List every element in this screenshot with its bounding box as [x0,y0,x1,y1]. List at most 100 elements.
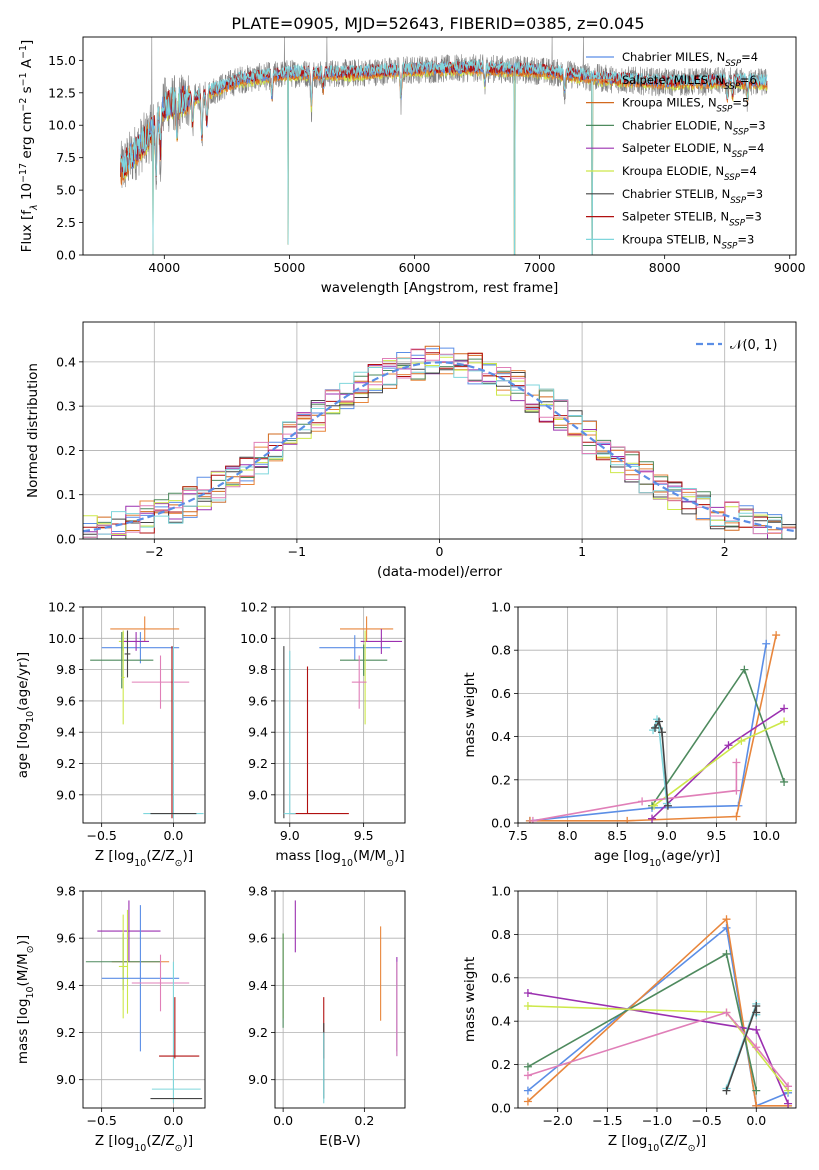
label-part: )] [15,935,31,946]
massweight-marker [523,1086,532,1095]
massweight-marker [523,1002,532,1011]
y-axis-label: mass weight [462,672,478,757]
x-tick-label: −0.5 [86,1113,116,1128]
y-tick-label: 0.8 [491,927,511,942]
legend-label-subscript: SSP [717,105,734,115]
label-part: 10 [19,183,35,204]
legend-label: Salpeter MILES, NSSP=6 [622,73,757,92]
y-tick-label: 0.0 [491,1101,511,1116]
legend-label-subscript: SSP [732,150,749,160]
legend-label: Kroupa STELIB, NSSP=3 [622,232,754,251]
label-superscript: −17 [18,163,29,183]
legend-label-part: =6 [740,73,757,87]
legend-label-part: Kroupa ELODIE, N [622,164,724,178]
massweight-vs-age-panel: 7.5 8.0 8.5 9.0 9.5 10.0 0.0 0.2 0.4 0.6 0.8 1.0 age… [462,600,797,869]
y-tick-label: 0.2 [56,443,76,458]
label-part: Normed distribution [25,363,41,498]
y-tick-label: 9.8 [56,662,76,677]
massweight-marker [722,915,731,924]
massweight-marker [638,797,647,806]
massweight-marker [780,704,789,713]
x-axis-label: E(B-V) [319,1133,361,1149]
x-tick-label: −0.5 [691,1113,721,1128]
x-tick-label: 0.0 [163,828,183,843]
legend-label-part: Chabrier ELODIE, N [622,118,733,132]
massweight-marker [784,1099,793,1108]
massweight-marker [654,717,663,726]
y-tick-label: 0.6 [491,686,511,701]
massweight-marker [722,1086,731,1095]
y-tick-label: 12.5 [48,85,76,100]
label-part: (M/M [15,953,31,986]
x-tick-label: 8.5 [607,828,627,843]
x-axis-label: Z [log10(Z/Z⊙)] [95,1133,193,1154]
x-tick-label: −2.0 [543,1113,573,1128]
massweight-line-kroupa-elodie [527,1005,789,1092]
y-tick-label: 2.5 [56,215,76,230]
legend-label-subscript: SSP [729,219,746,229]
y-tick-label: 9.4 [248,725,268,740]
label-part: E(B-V) [319,1133,361,1149]
x-tick-label: 9.5 [354,828,374,843]
plot-area [85,900,203,1104]
legend-label-part: =3 [745,210,762,224]
y-tick-label: 9.4 [56,978,76,993]
x-tick-label: 1 [578,544,586,559]
plot-area [525,631,789,823]
axes-frame [274,890,406,1109]
label-part: log [320,848,341,864]
label-part: (M/M [353,848,386,864]
y-tick-label: 7.5 [56,150,76,165]
legend-label-part: =3 [746,187,763,201]
legend-label-part: =5 [732,96,749,110]
plot-area [523,915,793,1108]
massweight-marker [752,1008,761,1017]
legend-label-subscript: SSP [724,82,741,92]
age-vs-mass-panel: 9.0 9.5 9.0 9.2 9.4 9.6 9.8 10.0 10.2 mass [log10… [240,600,406,869]
massweight-line-extra-pink [527,1011,789,1087]
label-part: wavelength [Angstrom, rest frame] [321,280,559,296]
legend-label-part: Salpeter STELIB, N [622,210,729,224]
x-axis-label: mass [log10(M/M⊙)] [275,848,404,869]
spectrum-panel: 4000 5000 6000 7000 8000 9000 0.0 2.5 5.0 7.5 10.0… [18,36,806,296]
y-tick-label: 9.4 [248,978,268,993]
legend-label: Kroupa ELODIE, NSSP=4 [622,164,757,183]
y-tick-label: 9.6 [248,931,268,946]
label-superscript: −1 [18,72,29,86]
label-part: (Z/Z [659,1133,687,1149]
y-tick-label: 0.0 [56,532,76,547]
y-tick-label: 10.0 [48,631,76,646]
x-axis-label: Z [log10(Z/Z⊙)] [95,848,193,869]
axes-frame [82,321,797,540]
y-tick-label: 0.0 [56,248,76,263]
massweight-marker [623,816,632,823]
legend-label-part: =4 [747,141,764,155]
y-tick-label: 0.8 [491,643,511,658]
label-subscript: λ [29,204,40,211]
y-tick-label: 0.2 [491,772,511,787]
y-tick-label: 9.6 [56,931,76,946]
massweight-line-chabrier-miles [529,643,767,822]
label-part: Z [ [608,1133,627,1149]
massweight-marker [752,1025,761,1034]
y-tick-label: 0.4 [491,1014,511,1029]
x-tick-label: −1.0 [642,1113,672,1128]
massweight-marker [752,1043,761,1052]
label-part: age [ [594,848,629,864]
massweight-marker [722,1008,731,1017]
x-tick-label: −0.5 [86,828,116,843]
label-superscript: −2 [18,98,29,112]
y-tick-label: 9.0 [248,787,268,802]
y-tick-label: 9.0 [56,1072,76,1087]
x-tick-label: 7.5 [508,828,528,843]
label-part: A [19,58,35,72]
y-tick-label: 1.0 [491,884,511,899]
plot-area [90,616,204,819]
histogram-series-kroupa-stelib [83,354,796,539]
label-subscript: ⊙ [25,945,36,953]
label-part: Z [ [95,1133,114,1149]
massweight-marker [740,665,749,674]
massweight-line-salpeter-miles [527,917,789,1107]
massweight-marker [780,777,789,786]
histogram-series-extra-pink [83,348,796,539]
